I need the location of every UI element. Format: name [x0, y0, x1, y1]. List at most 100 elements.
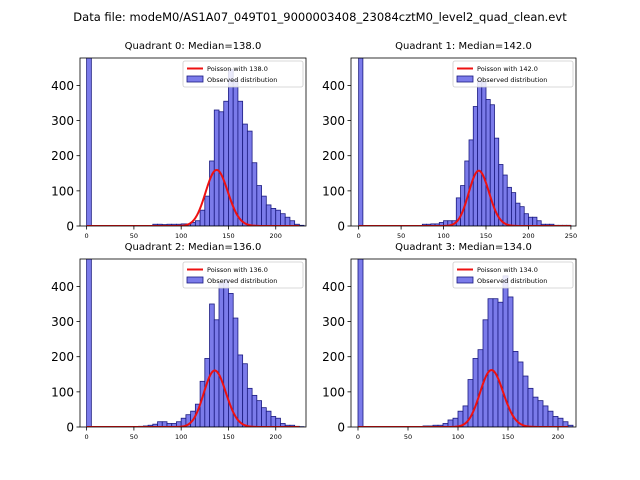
histogram-bar	[528, 216, 534, 226]
histogram-bar	[270, 208, 277, 226]
y-tick-label: 100	[322, 385, 345, 399]
legend-poisson-label: Poisson with 142.0	[477, 65, 538, 73]
legend-bar-swatch	[456, 276, 474, 284]
y-tick-label: 300	[322, 114, 345, 128]
histogram-bar	[199, 209, 206, 226]
x-tick-label: 100	[175, 232, 187, 240]
histogram-bar	[284, 216, 291, 226]
legend-poisson-label: Poisson with 136.0	[207, 266, 268, 274]
x-tick-label: 200	[270, 232, 282, 240]
x-tick-label: 150	[222, 232, 234, 240]
subplot-quadrant-3: 0 50 100 150 200 0 100 200 300 400 Quadrant 3: Med…	[322, 242, 577, 441]
histogram-bar	[223, 100, 229, 226]
histogram-bar	[246, 387, 253, 427]
histogram-bar	[86, 58, 92, 226]
y-tick-label: 0	[66, 220, 74, 234]
histogram-bar	[522, 375, 529, 427]
y-tick-label: 200	[322, 149, 345, 163]
y-tick-label: 200	[51, 350, 74, 364]
histogram-bar	[223, 278, 229, 427]
y-tick-label: 100	[322, 184, 345, 198]
legend-box	[452, 60, 574, 88]
legend-box	[182, 261, 304, 289]
histogram-bar	[242, 123, 248, 226]
histogram-bar	[280, 213, 286, 226]
histogram-bar	[532, 216, 538, 226]
histogram-bar	[506, 186, 512, 226]
histogram-bar	[519, 206, 525, 226]
x-tick-label: 50	[397, 232, 405, 240]
subplot-quadrant-1: 0 50 100 150 200 250 0 100 200 300 400 Quadrant 1: …	[322, 41, 577, 240]
x-tick-label: 0	[357, 232, 361, 240]
histogram-bar	[275, 209, 281, 226]
subplot-title: Quadrant 2: Median=136.0	[125, 242, 262, 253]
histogram-bar	[477, 79, 483, 226]
histogram-bar	[251, 394, 258, 427]
plot-area	[86, 58, 305, 226]
histogram-bar	[237, 354, 244, 427]
histogram-bar	[502, 174, 508, 226]
poisson-curve	[358, 169, 571, 226]
legend-observed-label: Observed distribution	[207, 76, 277, 84]
x-tick-label: 250	[565, 232, 577, 240]
legend-box	[182, 60, 304, 88]
legend-box	[452, 261, 574, 289]
histogram-bar	[204, 358, 210, 427]
histogram-bar	[511, 192, 517, 226]
figure-title: Data file: modeM0/AS1A07_049T01_90000034…	[73, 10, 567, 24]
y-tick-label: 0	[337, 421, 345, 435]
x-tick-label: 100	[175, 433, 187, 441]
x-tick-label: 150	[222, 433, 234, 441]
y-tick-label: 200	[322, 350, 345, 364]
x-tick-label: 200	[270, 433, 282, 441]
legend: Poisson with 142.0 Observed distribution	[452, 60, 574, 88]
legend: Poisson with 136.0 Observed distribution	[182, 261, 304, 289]
histogram-bar	[265, 204, 272, 226]
histogram-bar	[485, 99, 491, 226]
x-tick-label: 0	[85, 433, 89, 441]
y-tick-label: 100	[51, 184, 74, 198]
histogram-bar	[218, 111, 225, 226]
y-tick-label: 200	[51, 149, 74, 163]
axes-frame	[350, 258, 577, 428]
histogram-bar	[472, 358, 479, 427]
legend: Poisson with 138.0 Observed distribution	[182, 60, 304, 88]
histogram-bar	[487, 298, 494, 427]
plot-area	[86, 259, 305, 427]
y-tick-label: 400	[51, 280, 74, 294]
histogram-bar	[204, 195, 210, 226]
histogram-bar	[265, 410, 272, 427]
histogram-bar	[542, 405, 549, 427]
histogram-bar	[256, 400, 262, 427]
x-tick-label: 100	[452, 433, 464, 441]
x-tick-label: 50	[404, 433, 412, 441]
legend-observed-label: Observed distribution	[477, 76, 547, 84]
histogram-bar	[218, 282, 225, 427]
legend-observed-label: Observed distribution	[207, 277, 277, 285]
x-tick-label: 200	[522, 232, 534, 240]
histogram-bar	[552, 416, 559, 427]
histogram-bar	[194, 220, 201, 226]
histogram-bar	[232, 79, 239, 226]
histogram-bar	[270, 416, 277, 427]
legend: Poisson with 134.0 Observed distribution	[452, 261, 574, 289]
x-tick-label: 50	[130, 433, 138, 441]
legend-poisson-label: Poisson with 138.0	[207, 65, 268, 73]
histogram-bar	[492, 298, 499, 427]
histogram-bar	[246, 130, 253, 226]
histogram-bar	[261, 407, 267, 427]
x-tick-label: 200	[552, 433, 564, 441]
x-tick-label: 150	[502, 433, 514, 441]
x-tick-label: 0	[85, 232, 89, 240]
y-tick-label: 300	[322, 315, 345, 329]
histogram-bar	[517, 361, 524, 427]
histogram-bar	[497, 301, 504, 427]
y-tick-label: 300	[51, 315, 74, 329]
y-tick-label: 400	[51, 79, 74, 93]
histogram-bar	[532, 396, 539, 427]
y-tick-label: 300	[51, 114, 74, 128]
x-tick-label: 100	[437, 232, 449, 240]
legend-bar-swatch	[456, 75, 474, 83]
x-tick-label: 50	[130, 232, 138, 240]
histogram-bar	[481, 81, 487, 226]
